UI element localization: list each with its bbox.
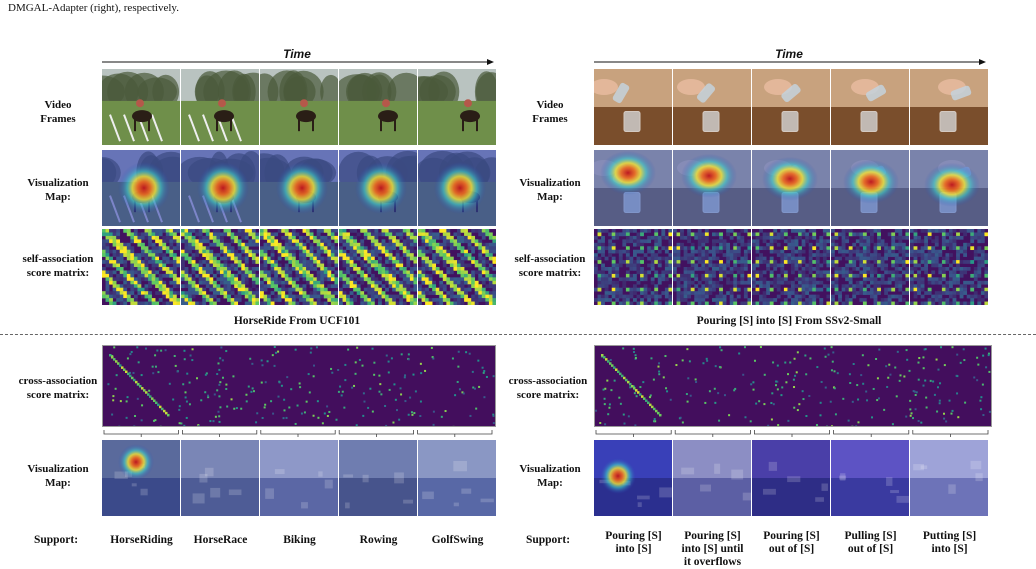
right-vis-3 xyxy=(752,150,830,226)
left-vis-5 xyxy=(418,150,496,226)
right-vis-4 xyxy=(831,150,909,226)
left-support-class-1: HorseRiding xyxy=(98,534,185,547)
right-frame-4 xyxy=(831,69,909,145)
right-vis-1 xyxy=(594,150,672,226)
right-row-label-video-frames: Video Frames xyxy=(504,98,596,126)
right-support-vis-1 xyxy=(594,440,672,516)
right-support-vis-3 xyxy=(752,440,830,516)
right-support-vis-2 xyxy=(673,440,751,516)
left-cross-association-label: cross-association score matrix: xyxy=(6,374,110,402)
left-vis-4 xyxy=(339,150,417,226)
figure-caption-fragment: DMGAL-Adapter (right), respectively. xyxy=(8,2,179,14)
right-row-label-self-association: self-association score matrix: xyxy=(498,252,602,280)
left-support-class-4: Rowing xyxy=(335,534,422,547)
right-vis-2 xyxy=(673,150,751,226)
left-vis-2 xyxy=(181,150,259,226)
right-row-label-visualization-map: Visualization Map: xyxy=(504,176,596,204)
right-time-arrow xyxy=(594,58,986,66)
left-support-vis-3 xyxy=(260,440,338,516)
left-self-3 xyxy=(260,229,338,305)
right-support-class-1: Pouring [S] into [S] xyxy=(590,530,677,556)
left-frame-5 xyxy=(418,69,496,145)
right-frame-1 xyxy=(594,69,672,145)
right-self-1 xyxy=(594,229,672,305)
right-vis-5 xyxy=(910,150,988,226)
left-vis-map-label-bottom: Visualization Map: xyxy=(12,462,104,490)
left-frame-4 xyxy=(339,69,417,145)
right-self-4 xyxy=(831,229,909,305)
left-self-5 xyxy=(418,229,496,305)
left-support-vis-2 xyxy=(181,440,259,516)
right-support-vis-4 xyxy=(831,440,909,516)
right-support-class-2: Pouring [S] into [S] until it overflows xyxy=(669,530,756,569)
right-frame-3 xyxy=(752,69,830,145)
left-vis-3 xyxy=(260,150,338,226)
left-support-class-2: HorseRace xyxy=(177,534,264,547)
right-support-label: Support: xyxy=(512,534,584,547)
right-frame-5 xyxy=(910,69,988,145)
left-support-vis-4 xyxy=(339,440,417,516)
left-frame-3 xyxy=(260,69,338,145)
left-row-label-video-frames: Video Frames xyxy=(12,98,104,126)
left-self-2 xyxy=(181,229,259,305)
left-support-class-3: Biking xyxy=(256,534,343,547)
left-panel-title: HorseRide From UCF101 xyxy=(102,315,492,327)
right-frame-2 xyxy=(673,69,751,145)
left-self-4 xyxy=(339,229,417,305)
right-panel-title: Pouring [S] into [S] From SSv2-Small xyxy=(594,315,984,327)
right-self-2 xyxy=(673,229,751,305)
right-support-class-3: Pouring [S] out of [S] xyxy=(748,530,835,556)
right-support-brackets xyxy=(594,428,990,438)
right-cross-association-label: cross-association score matrix: xyxy=(496,374,600,402)
right-vis-map-label-bottom: Visualization Map: xyxy=(504,462,596,490)
left-support-brackets xyxy=(102,428,494,438)
left-row-label-visualization-map: Visualization Map: xyxy=(12,176,104,204)
left-vis-1 xyxy=(102,150,180,226)
left-support-vis-5 xyxy=(418,440,496,516)
right-support-class-5: Putting [S] into [S] xyxy=(906,530,993,556)
right-self-5 xyxy=(910,229,988,305)
left-cross-association-matrix xyxy=(102,345,496,427)
right-support-vis-5 xyxy=(910,440,988,516)
left-time-arrow xyxy=(102,58,494,66)
right-support-class-4: Pulling [S] out of [S] xyxy=(827,530,914,556)
dashed-divider xyxy=(0,334,1036,335)
right-self-3 xyxy=(752,229,830,305)
left-support-class-5: GolfSwing xyxy=(414,534,501,547)
left-row-label-self-association: self-association score matrix: xyxy=(8,252,108,280)
left-self-1 xyxy=(102,229,180,305)
left-frame-2 xyxy=(181,69,259,145)
left-support-label: Support: xyxy=(20,534,92,547)
right-cross-association-matrix xyxy=(594,345,992,427)
left-support-vis-1 xyxy=(102,440,180,516)
left-frame-1 xyxy=(102,69,180,145)
